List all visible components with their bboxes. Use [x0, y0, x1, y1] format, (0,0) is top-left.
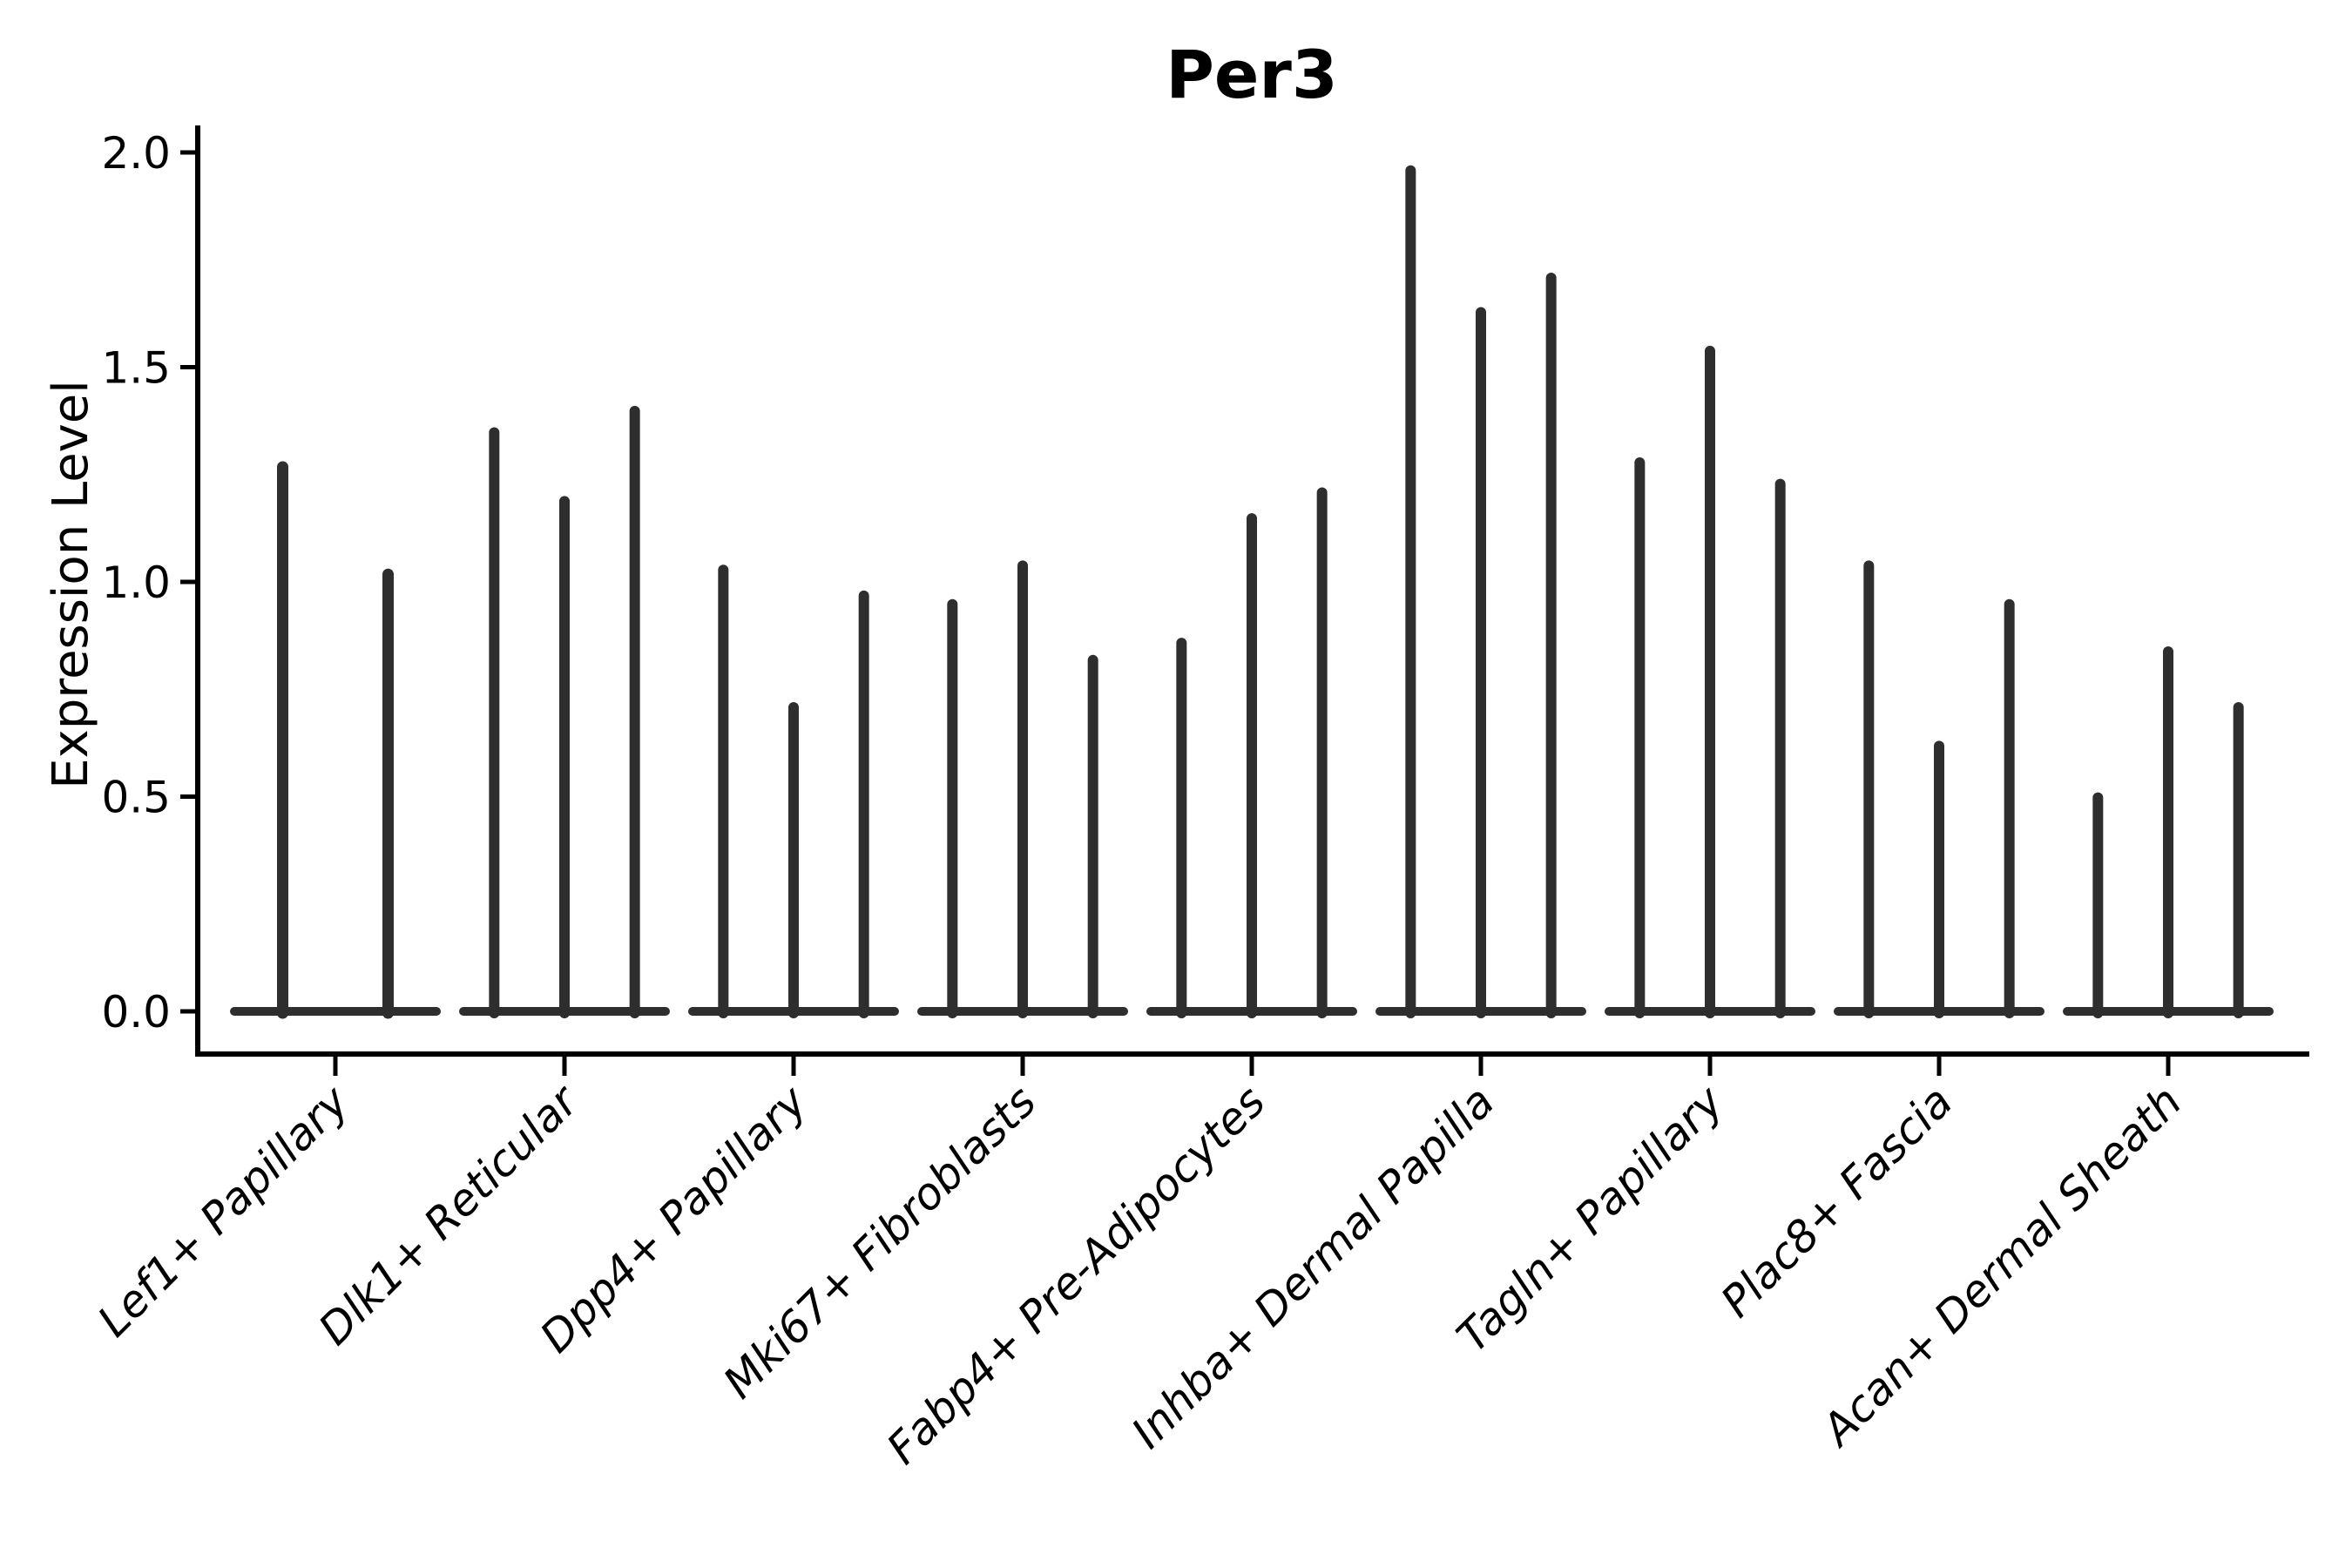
- violin-group: [688, 564, 899, 1018]
- x-tick-label: Inhba+ Dermal Papilla: [1122, 1076, 1504, 1457]
- violin-group: [1375, 165, 1586, 1018]
- y-ticks-layer: 0.0 0.5 1.0 1.5 2.0: [101, 128, 198, 1037]
- violin-group: [230, 461, 441, 1019]
- x-tick-label: Fabp4+ Pre-Adipocytes: [877, 1076, 1275, 1474]
- violin-group: [1146, 487, 1357, 1018]
- y-tick-label: 1.0: [101, 558, 171, 608]
- y-tick-label: 0.0: [101, 987, 171, 1037]
- violin-group: [1605, 345, 1815, 1018]
- plot-title: Per3: [1166, 36, 1338, 113]
- x-tick-label: Acan+ Dermal Sheath: [1811, 1076, 2192, 1456]
- violin-group: [2063, 645, 2274, 1018]
- violin-group: [917, 560, 1128, 1018]
- violin-group: [459, 405, 670, 1018]
- violin-group: [1834, 560, 2044, 1018]
- y-tick-label: 0.5: [101, 773, 171, 823]
- y-tick-label: 1.5: [101, 343, 171, 394]
- x-tick-label: Lef1+ Papillary: [88, 1075, 359, 1346]
- y-axis-label: Expression Level: [43, 380, 99, 789]
- x-tick-label: Plac8+ Fascia: [1712, 1076, 1963, 1327]
- violins-layer: [230, 165, 2274, 1019]
- y-tick-label: 2.0: [101, 128, 171, 179]
